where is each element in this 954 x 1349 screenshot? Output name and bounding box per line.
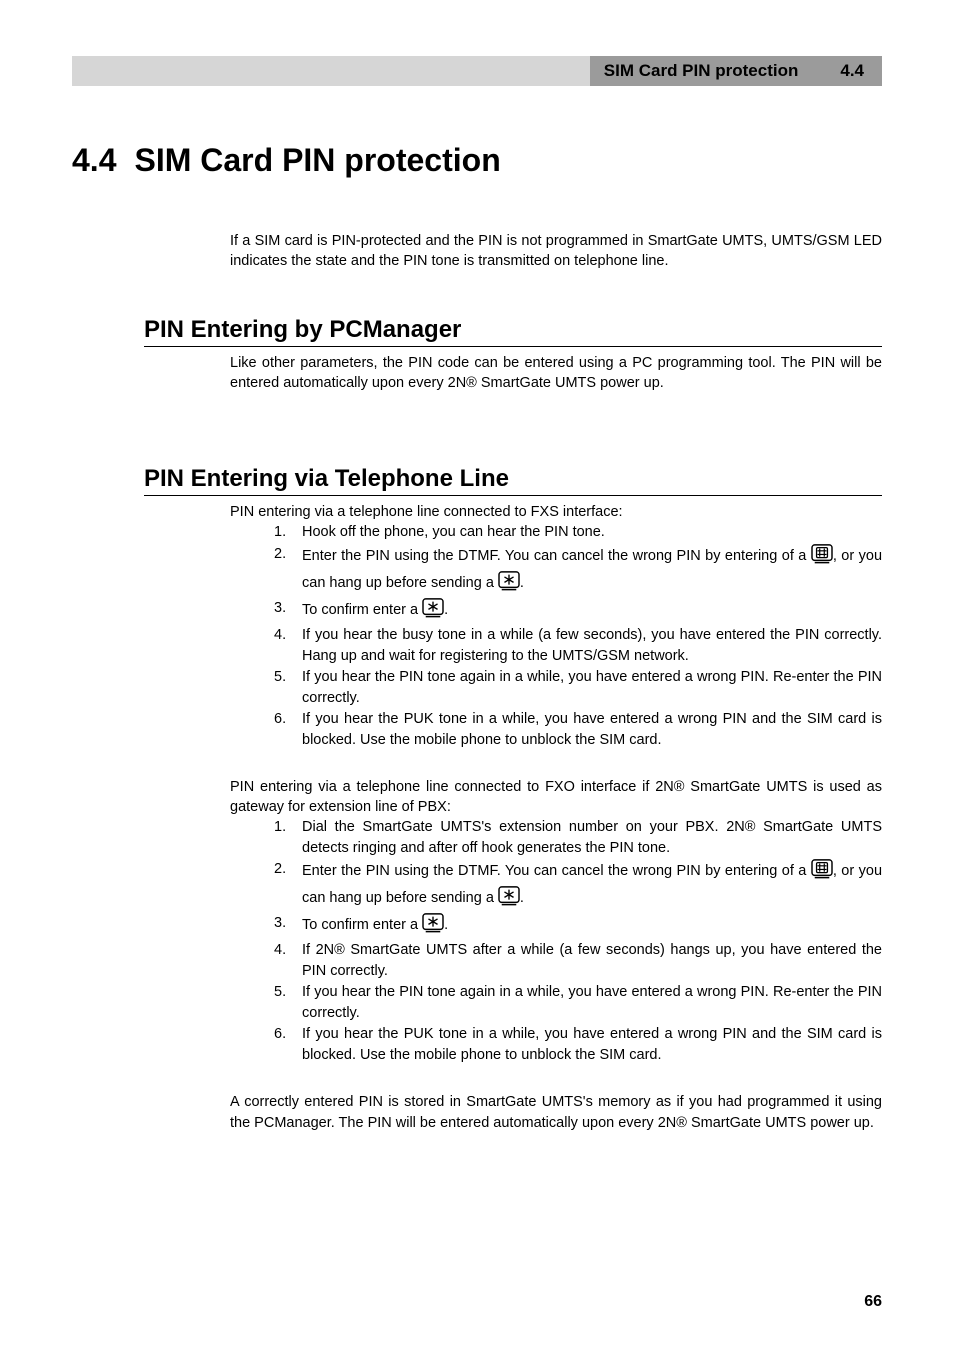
list-item: If you hear the PUK tone in a while, you… — [302, 1024, 882, 1066]
text-fragment: . — [520, 575, 524, 591]
fxs-list: Hook off the phone, you can hear the PIN… — [230, 522, 882, 750]
text-fragment: . — [520, 890, 524, 906]
text-fragment: . — [444, 917, 448, 933]
list-item: Hook off the phone, you can hear the PIN… — [302, 522, 882, 543]
list-item: If you hear the PIN tone again in a whil… — [302, 982, 882, 1024]
fxo-intro: PIN entering via a telephone line connec… — [230, 777, 882, 818]
text-fragment: To confirm enter a — [302, 917, 422, 933]
list-item: If you hear the busy tone in a while (a … — [302, 625, 882, 667]
outro-paragraph: A correctly entered PIN is stored in Sma… — [230, 1092, 882, 1133]
text-fragment: . — [444, 602, 448, 618]
section-heading-telephone: PIN Entering via Telephone Line — [144, 465, 882, 496]
header-fill — [72, 56, 590, 86]
page: SIM Card PIN protection 4.4 4.4SIM Card … — [0, 0, 954, 1349]
star-key-icon — [498, 571, 520, 598]
star-key-icon — [422, 598, 444, 625]
chapter-title: 4.4 SIM Card PIN protection — [72, 142, 882, 179]
text-fragment: Enter the PIN using the DTMF. You can ca… — [302, 548, 811, 564]
chapter-number: 4.4 — [72, 142, 116, 179]
list-item: To confirm enter a . — [302, 913, 882, 940]
list-item: If you hear the PIN tone again in a whil… — [302, 667, 882, 709]
intro-paragraph: If a SIM card is PIN-protected and the P… — [230, 231, 882, 272]
list-item: If 2N® SmartGate UMTS after a while (a f… — [302, 940, 882, 982]
list-item: If you hear the PUK tone in a while, you… — [302, 709, 882, 751]
fxs-intro: PIN entering via a telephone line connec… — [230, 502, 882, 522]
header-title: SIM Card PIN protection — [590, 56, 813, 86]
list-item: Enter the PIN using the DTMF. You can ca… — [302, 859, 882, 913]
chapter-title-text: SIM Card PIN protection — [134, 142, 500, 178]
fxo-list: Dial the SmartGate UMTS's extension numb… — [230, 817, 882, 1066]
list-item: Enter the PIN using the DTMF. You can ca… — [302, 544, 882, 598]
star-key-icon — [422, 913, 444, 940]
text-fragment: To confirm enter a — [302, 602, 422, 618]
section-body-telephone: PIN entering via a telephone line connec… — [230, 502, 882, 1133]
section-body-pcmanager: Like other parameters, the PIN code can … — [230, 353, 882, 394]
star-key-icon — [498, 886, 520, 913]
text-fragment: Enter the PIN using the DTMF. You can ca… — [302, 863, 811, 879]
page-number: 66 — [864, 1293, 882, 1311]
hash-key-icon — [811, 544, 833, 571]
header-bar: SIM Card PIN protection 4.4 — [72, 56, 882, 86]
hash-key-icon — [811, 859, 833, 886]
list-item: Dial the SmartGate UMTS's extension numb… — [302, 817, 882, 859]
header-section-number: 4.4 — [812, 56, 882, 86]
section-heading-pcmanager: PIN Entering by PCManager — [144, 316, 882, 347]
list-item: To confirm enter a . — [302, 598, 882, 625]
